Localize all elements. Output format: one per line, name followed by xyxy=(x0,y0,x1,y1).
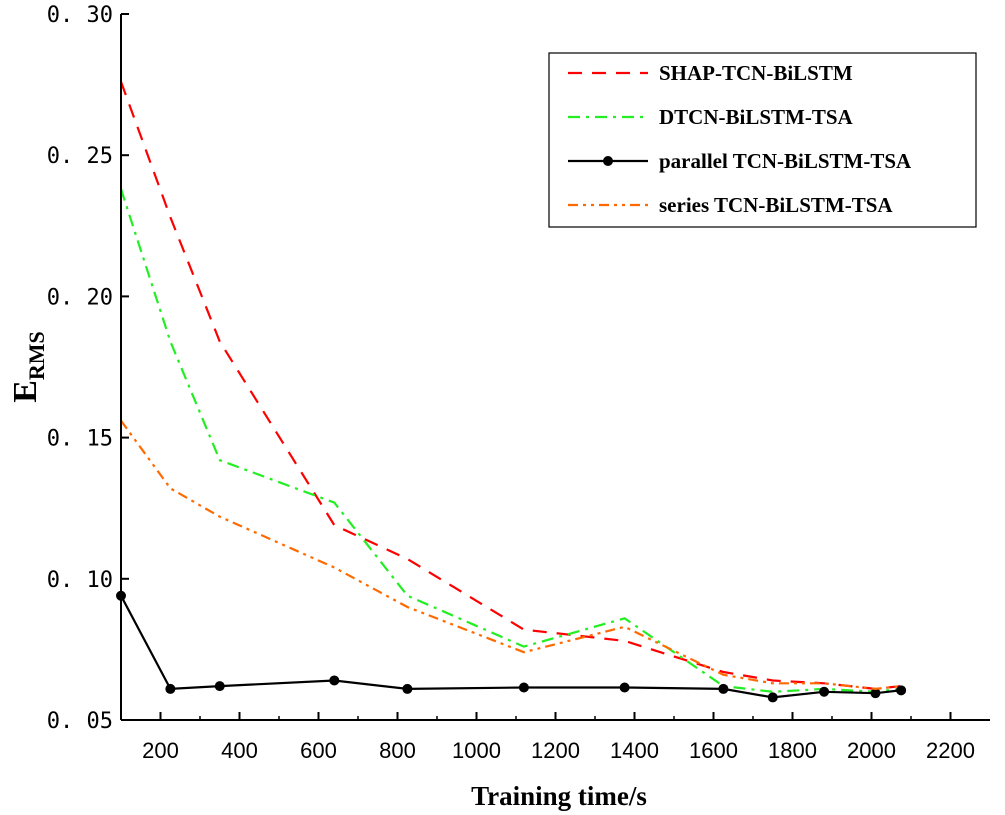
legend-label: DTCN-BiLSTM-TSA xyxy=(659,105,854,129)
y-tick-label: 0. 15 xyxy=(47,427,113,452)
data-point xyxy=(819,686,830,697)
x-tick-label: 200 xyxy=(142,738,179,763)
x-tick-label: 1000 xyxy=(452,738,501,763)
legend-label: SHAP-TCN-BiLSTM xyxy=(659,61,853,85)
data-point xyxy=(896,685,907,696)
legend-marker xyxy=(603,156,613,166)
data-point xyxy=(214,681,225,692)
y-tick-label: 0. 30 xyxy=(47,3,113,28)
x-axis-title: Training time/s xyxy=(471,781,647,811)
x-tick-label: 2200 xyxy=(926,738,975,763)
x-tick-label: 600 xyxy=(300,738,337,763)
y-tick-label: 0. 25 xyxy=(47,144,113,169)
legend-entries: SHAP-TCN-BiLSTM DTCN-BiLSTM-TSA parallel T… xyxy=(568,61,912,217)
x-tick-label: 800 xyxy=(379,738,416,763)
y-axis-title-main: E xyxy=(7,380,44,403)
ticks: 0. 05 0. 10 0. 15 0. 20 0. 25 0. 30 200 400 600 8… xyxy=(47,3,975,763)
data-point xyxy=(165,683,176,694)
x-tick-label: 2000 xyxy=(847,738,896,763)
data-point xyxy=(518,682,529,693)
y-tick-label: 0. 05 xyxy=(47,709,113,734)
x-tick-label: 1600 xyxy=(689,738,738,763)
y-axis-title: ERMS xyxy=(7,331,49,403)
legend-label: parallel TCN-BiLSTM-TSA xyxy=(659,149,912,173)
series-line-series-tcn-bilstm-tsa xyxy=(120,420,902,691)
legend: SHAP-TCN-BiLSTM DTCN-BiLSTM-TSA parallel T… xyxy=(548,52,977,228)
data-point xyxy=(718,683,729,694)
data-point xyxy=(402,683,413,694)
data-point xyxy=(329,675,340,686)
x-tick-label: 1200 xyxy=(531,738,580,763)
legend-label: series TCN-BiLSTM-TSA xyxy=(659,193,893,217)
y-tick-label: 0. 10 xyxy=(47,568,113,593)
x-tick-label: 400 xyxy=(221,738,258,763)
series-layer xyxy=(116,81,907,703)
data-point xyxy=(619,682,630,693)
y-axis-title-subscript: RMS xyxy=(24,331,49,380)
data-point xyxy=(767,692,778,703)
x-tick-label: 1800 xyxy=(768,738,817,763)
legend-box xyxy=(548,52,977,228)
x-tick-label: 1400 xyxy=(610,738,659,763)
series-line-parallel-tcn-bilstm-tsa xyxy=(120,595,902,699)
data-point xyxy=(870,688,881,699)
y-tick-label: 0. 20 xyxy=(47,285,113,310)
series-line-dtcn-bilstm-tsa xyxy=(119,188,902,693)
